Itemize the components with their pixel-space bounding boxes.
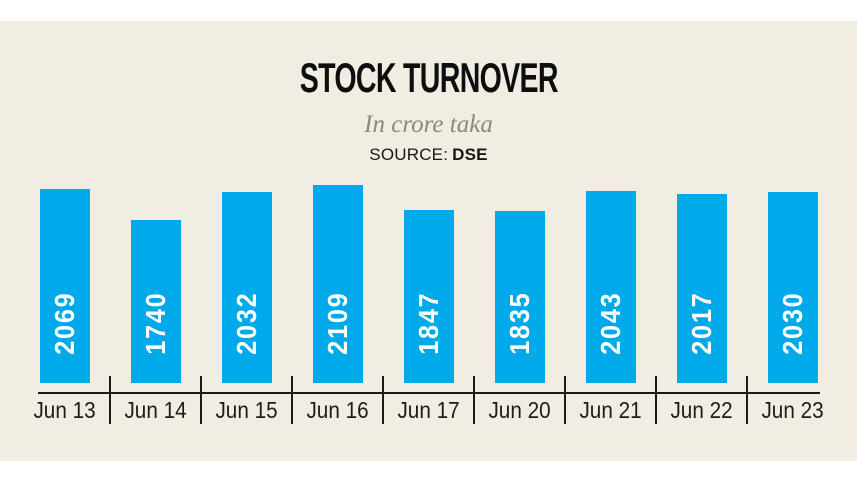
source-label: SOURCE:: [369, 145, 449, 164]
x-axis-label: Jun 16: [306, 397, 369, 423]
chart-source: SOURCE: DSE: [0, 144, 857, 165]
bar-value-label: 1835: [503, 291, 535, 355]
x-axis-line: [38, 392, 820, 394]
x-axis-label: Jun 20: [488, 397, 551, 423]
bar-value-label: 2032: [230, 291, 262, 355]
bar-slot: 2109: [292, 185, 383, 383]
bar-slot: 1835: [474, 185, 565, 383]
bar-value-label: 2030: [776, 291, 808, 355]
x-axis-label: Jun 14: [124, 397, 187, 423]
bar: 2030: [767, 192, 818, 383]
bars-container: 2069 1740 2032 2109 1847 1835 2043 2017 2030: [19, 185, 838, 383]
bar: 1847: [403, 210, 454, 383]
chart-subtitle: In crore taka: [364, 111, 493, 138]
axis-tick: [382, 376, 384, 424]
axis-tick: [473, 376, 475, 424]
bar-slot: 2069: [19, 185, 110, 383]
bar: 2043: [585, 191, 636, 383]
bar: 2032: [221, 192, 272, 383]
axis-tick: [109, 376, 111, 424]
source-value: DSE: [452, 145, 488, 164]
bar: 2109: [312, 185, 363, 383]
axis-tick: [564, 376, 566, 424]
axis-tick: [655, 376, 657, 424]
x-axis-label: Jun 21: [579, 397, 642, 423]
bar-slot: 1847: [383, 185, 474, 383]
bar-value-label: 1847: [412, 291, 444, 355]
chart-title-text: STOCK TURNOVER: [299, 54, 558, 101]
bar: 1835: [494, 211, 545, 383]
bar: 2017: [676, 194, 727, 383]
axis-ticks: [19, 376, 838, 424]
bar-value-label: 2109: [321, 291, 353, 355]
x-axis-label: Jun 15: [215, 397, 278, 423]
bar-slot: 1740: [110, 185, 201, 383]
bar-value-label: 2043: [594, 291, 626, 355]
bar-value-label: 2017: [685, 291, 717, 355]
x-axis-label: Jun 23: [761, 397, 824, 423]
x-axis-label: Jun 13: [33, 397, 96, 423]
bar-value-label: 1740: [139, 291, 171, 355]
axis-tick: [291, 376, 293, 424]
chart-title: STOCK TURNOVER: [0, 54, 857, 101]
bar-slot: 2017: [656, 185, 747, 383]
axis-tick: [746, 376, 748, 424]
x-axis-label: Jun 17: [397, 397, 460, 423]
bar-slot: 2030: [747, 185, 838, 383]
bar: 1740: [130, 220, 181, 383]
bar-slot: 2043: [565, 185, 656, 383]
x-axis-labels: Jun 13 Jun 14 Jun 15 Jun 16 Jun 17 Jun 20 Jun …: [19, 397, 838, 424]
bar-slot: 2032: [201, 185, 292, 383]
bar: 2069: [39, 189, 90, 383]
axis-tick: [200, 376, 202, 424]
bar-value-label: 2069: [48, 291, 80, 355]
x-axis-label: Jun 22: [670, 397, 733, 423]
